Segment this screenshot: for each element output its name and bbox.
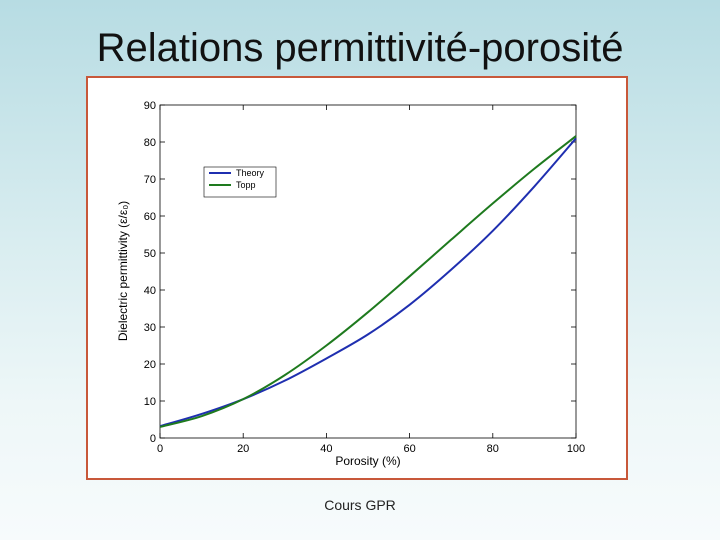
x-tick-label: 60 xyxy=(403,443,415,455)
y-axis-label: Dielectric permittivity (ε/ε₀) xyxy=(116,201,130,341)
y-tick-label: 0 xyxy=(150,433,156,445)
y-tick-label: 90 xyxy=(144,100,156,112)
y-tick-label: 40 xyxy=(144,285,156,297)
x-tick-label: 20 xyxy=(237,443,249,455)
footer-text: Cours GPR xyxy=(324,497,396,513)
y-tick-label: 20 xyxy=(144,359,156,371)
legend-label: Theory xyxy=(236,168,265,178)
y-tick-label: 80 xyxy=(144,137,156,149)
x-tick-label: 0 xyxy=(157,443,163,455)
legend-label: Topp xyxy=(236,180,256,190)
legend: Theory Topp xyxy=(203,166,277,198)
plot-area-border xyxy=(159,104,577,439)
y-tick-label: 70 xyxy=(144,174,156,186)
x-tick-label: 100 xyxy=(567,443,585,455)
x-tick-label: 80 xyxy=(487,443,499,455)
y-tick-label: 10 xyxy=(144,396,156,408)
legend-box xyxy=(203,166,277,198)
y-tick-label: 50 xyxy=(144,248,156,260)
y-tick-label: 60 xyxy=(144,211,156,223)
permittivity-porosity-chart: 0 20 40 60 80 100 0 10 20 30 40 50 60 70 80 90 Theory To… xyxy=(116,100,585,468)
series-line-topp xyxy=(159,135,577,428)
x-axis-label: Porosity (%) xyxy=(335,454,400,468)
y-tick-label: 30 xyxy=(144,322,156,334)
x-tick-label: 40 xyxy=(320,443,332,455)
figure-frame: 0 20 40 60 80 100 0 10 20 30 40 50 60 70 80 90 Theory To… xyxy=(86,76,628,480)
slide-title: Relations permittivité-porosité xyxy=(96,26,624,70)
